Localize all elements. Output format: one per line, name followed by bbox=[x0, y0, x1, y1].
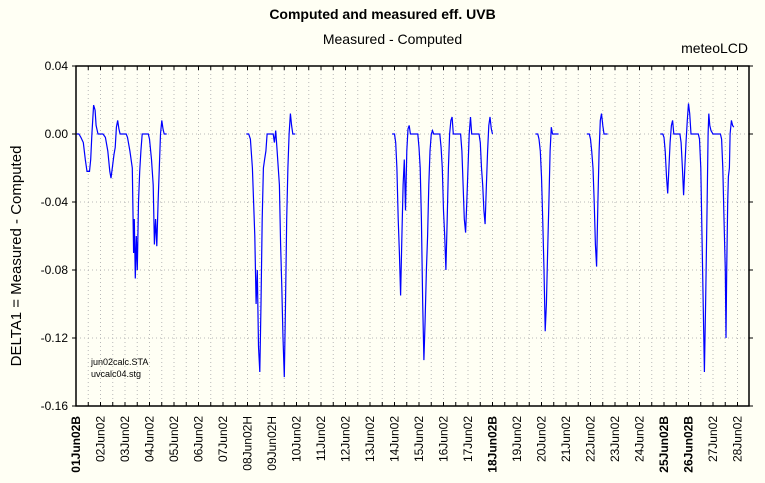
x-tick-label: 18Jun02B bbox=[486, 416, 500, 473]
x-tick-label: 07Jun02 bbox=[216, 416, 230, 462]
x-tick-label: 14Jun02 bbox=[388, 416, 402, 462]
brand-label: meteoLCD bbox=[681, 40, 748, 56]
y-tick-label: -0.12 bbox=[41, 331, 69, 345]
x-tick-label: 08Jun02H bbox=[241, 416, 255, 471]
x-tick-label: 01Jun02B bbox=[69, 416, 83, 473]
x-tick-label: 04Jun02 bbox=[143, 416, 157, 462]
y-tick-label: -0.08 bbox=[41, 263, 69, 277]
series-line-segment bbox=[586, 113, 608, 267]
x-tick-label: 12Jun02 bbox=[339, 416, 353, 462]
x-tick-label: 25Jun02B bbox=[657, 416, 671, 473]
x-tick-label: 09Jun02H bbox=[265, 416, 279, 471]
x-tick-label: 22Jun02 bbox=[584, 416, 598, 462]
x-tick-label: 16Jun02 bbox=[437, 416, 451, 462]
series-line-segment bbox=[660, 103, 735, 373]
y-tick-label: 0.00 bbox=[45, 127, 69, 141]
x-tick-label: 28Jun02 bbox=[731, 416, 745, 462]
x-tick-label: 05Jun02 bbox=[167, 416, 181, 462]
x-tick-label: 23Jun02 bbox=[608, 416, 622, 462]
x-tick-label: 24Jun02 bbox=[633, 416, 647, 462]
plot-frame bbox=[75, 65, 750, 407]
x-tick-label: 13Jun02 bbox=[363, 416, 377, 462]
x-tick-label: 03Jun02 bbox=[118, 416, 132, 462]
chart-subtitle: Measured - Computed bbox=[322, 31, 463, 47]
y-axis-title: DELTA1 = Measured - Computed bbox=[8, 146, 25, 367]
annotation-stg: uvcalc04.stg bbox=[91, 369, 141, 379]
x-tick-label: 21Jun02 bbox=[559, 416, 573, 462]
series-line-segment bbox=[76, 104, 167, 279]
x-tick-label: 17Jun02 bbox=[461, 416, 475, 462]
y-tick-label: 0.04 bbox=[45, 59, 69, 73]
grid bbox=[76, 66, 749, 406]
annotation-file: jun02calc.STA bbox=[90, 357, 148, 367]
x-axis: 01Jun02B 02Jun02 03Jun02 04Jun02 05Jun02 06Ju… bbox=[69, 66, 745, 473]
series-line-segment bbox=[392, 116, 494, 361]
y-tick-label: -0.16 bbox=[41, 399, 69, 413]
x-tick-label: 15Jun02 bbox=[412, 416, 426, 462]
x-tick-label: 11Jun02 bbox=[314, 416, 328, 461]
x-tick-label: 26Jun02B bbox=[682, 416, 696, 473]
series-layer bbox=[76, 103, 735, 378]
x-tick-label: 27Jun02 bbox=[706, 416, 720, 462]
x-tick-label: 10Jun02 bbox=[290, 416, 304, 462]
y-axis: 0.04 0.00 -0.04 -0.08 -0.12 -0.16 bbox=[41, 59, 753, 413]
y-tick-label: -0.04 bbox=[41, 195, 69, 209]
series-line-segment bbox=[246, 113, 296, 378]
series-line-segment bbox=[535, 127, 559, 332]
x-tick-label: 06Jun02 bbox=[192, 416, 206, 462]
x-tick-label: 02Jun02 bbox=[94, 416, 108, 462]
x-tick-label: 19Jun02 bbox=[510, 416, 524, 462]
x-tick-label: 20Jun02 bbox=[535, 416, 549, 462]
chart-title: Computed and measured eff. UVB bbox=[269, 6, 496, 22]
